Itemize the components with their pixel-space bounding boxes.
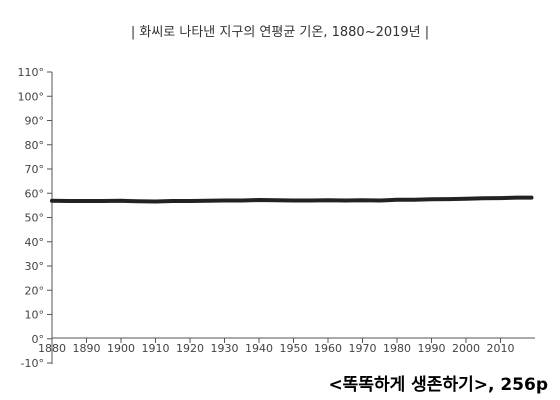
y-tick-label: 10°	[25, 309, 45, 322]
y-tick-label: 70°	[25, 163, 45, 176]
temperature-series-line	[50, 195, 534, 204]
x-tick-label: 1990	[418, 342, 446, 355]
x-tick-label: 1890	[73, 342, 101, 355]
y-tick-label: 50°	[25, 212, 45, 225]
y-tick-label: -10°	[21, 357, 44, 370]
x-tick-label: 1920	[176, 342, 204, 355]
y-tick-label: 100°	[18, 90, 45, 103]
y-tick-label: 40°	[25, 236, 45, 249]
y-tick-label: 0°	[32, 333, 45, 346]
x-tick-label: 1980	[383, 342, 411, 355]
chart-title: | 화씨로 나타낸 지구의 연평균 기온, 1880~2019년 |	[131, 25, 429, 40]
x-axis: 1880 1890 1900 1910 1920 1930 1940 1950 1960 1970…	[38, 337, 535, 355]
series-group	[50, 195, 534, 204]
y-axis: 110° 100° 90° 80° 70° 60° 50° 40° 30° 20° 10° 0° -10…	[18, 66, 53, 370]
x-tick-label: 1950	[280, 342, 308, 355]
y-tick-label: 80°	[25, 139, 45, 152]
x-tick-label: 2000	[452, 342, 480, 355]
x-tick-label: 1930	[211, 342, 239, 355]
x-tick-label: 1960	[314, 342, 342, 355]
x-tick-label: 1900	[107, 342, 135, 355]
y-tick-label: 110°	[18, 66, 45, 79]
y-tick-label: 20°	[25, 284, 45, 297]
x-tick-label: 1910	[142, 342, 170, 355]
source-caption: <똑똑하게 생존하기>, 256p	[328, 375, 548, 395]
y-tick-label: 60°	[25, 187, 45, 200]
x-tick-label: 2010	[487, 342, 515, 355]
y-tick-label: 90°	[25, 115, 45, 128]
x-tick-label: 1880	[38, 342, 66, 355]
x-tick-label: 1940	[245, 342, 273, 355]
y-tick-label: 30°	[25, 260, 45, 273]
x-tick-label: 1970	[349, 342, 377, 355]
